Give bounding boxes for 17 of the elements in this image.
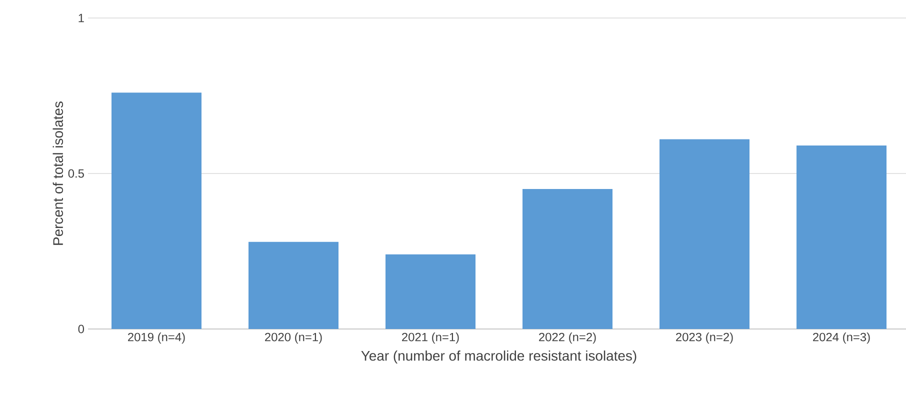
bar: [248, 242, 339, 329]
x-axis-title: Year (number of macrolide resistant isolates): [361, 350, 636, 364]
y-tick-label: 1: [78, 14, 84, 22]
y-tick-label: 0: [78, 324, 84, 334]
x-tick-label: 2020 (n=1): [265, 332, 322, 344]
bar: [796, 146, 887, 329]
x-tick-label: 2021 (n=1): [402, 332, 459, 344]
x-tick-label: 2024 (n=3): [813, 332, 870, 344]
x-tick-label: 2019 (n=4): [128, 332, 185, 344]
bar: [386, 254, 476, 329]
x-tick-label: 2023 (n=2): [676, 332, 733, 344]
bar: [112, 92, 202, 329]
x-tick-label: 2022 (n=2): [539, 332, 596, 344]
bar: [660, 139, 750, 329]
bar: [522, 189, 613, 329]
y-axis-title: Percent of total isolates: [52, 102, 64, 245]
y-tick-label: 0.5: [68, 169, 84, 178]
